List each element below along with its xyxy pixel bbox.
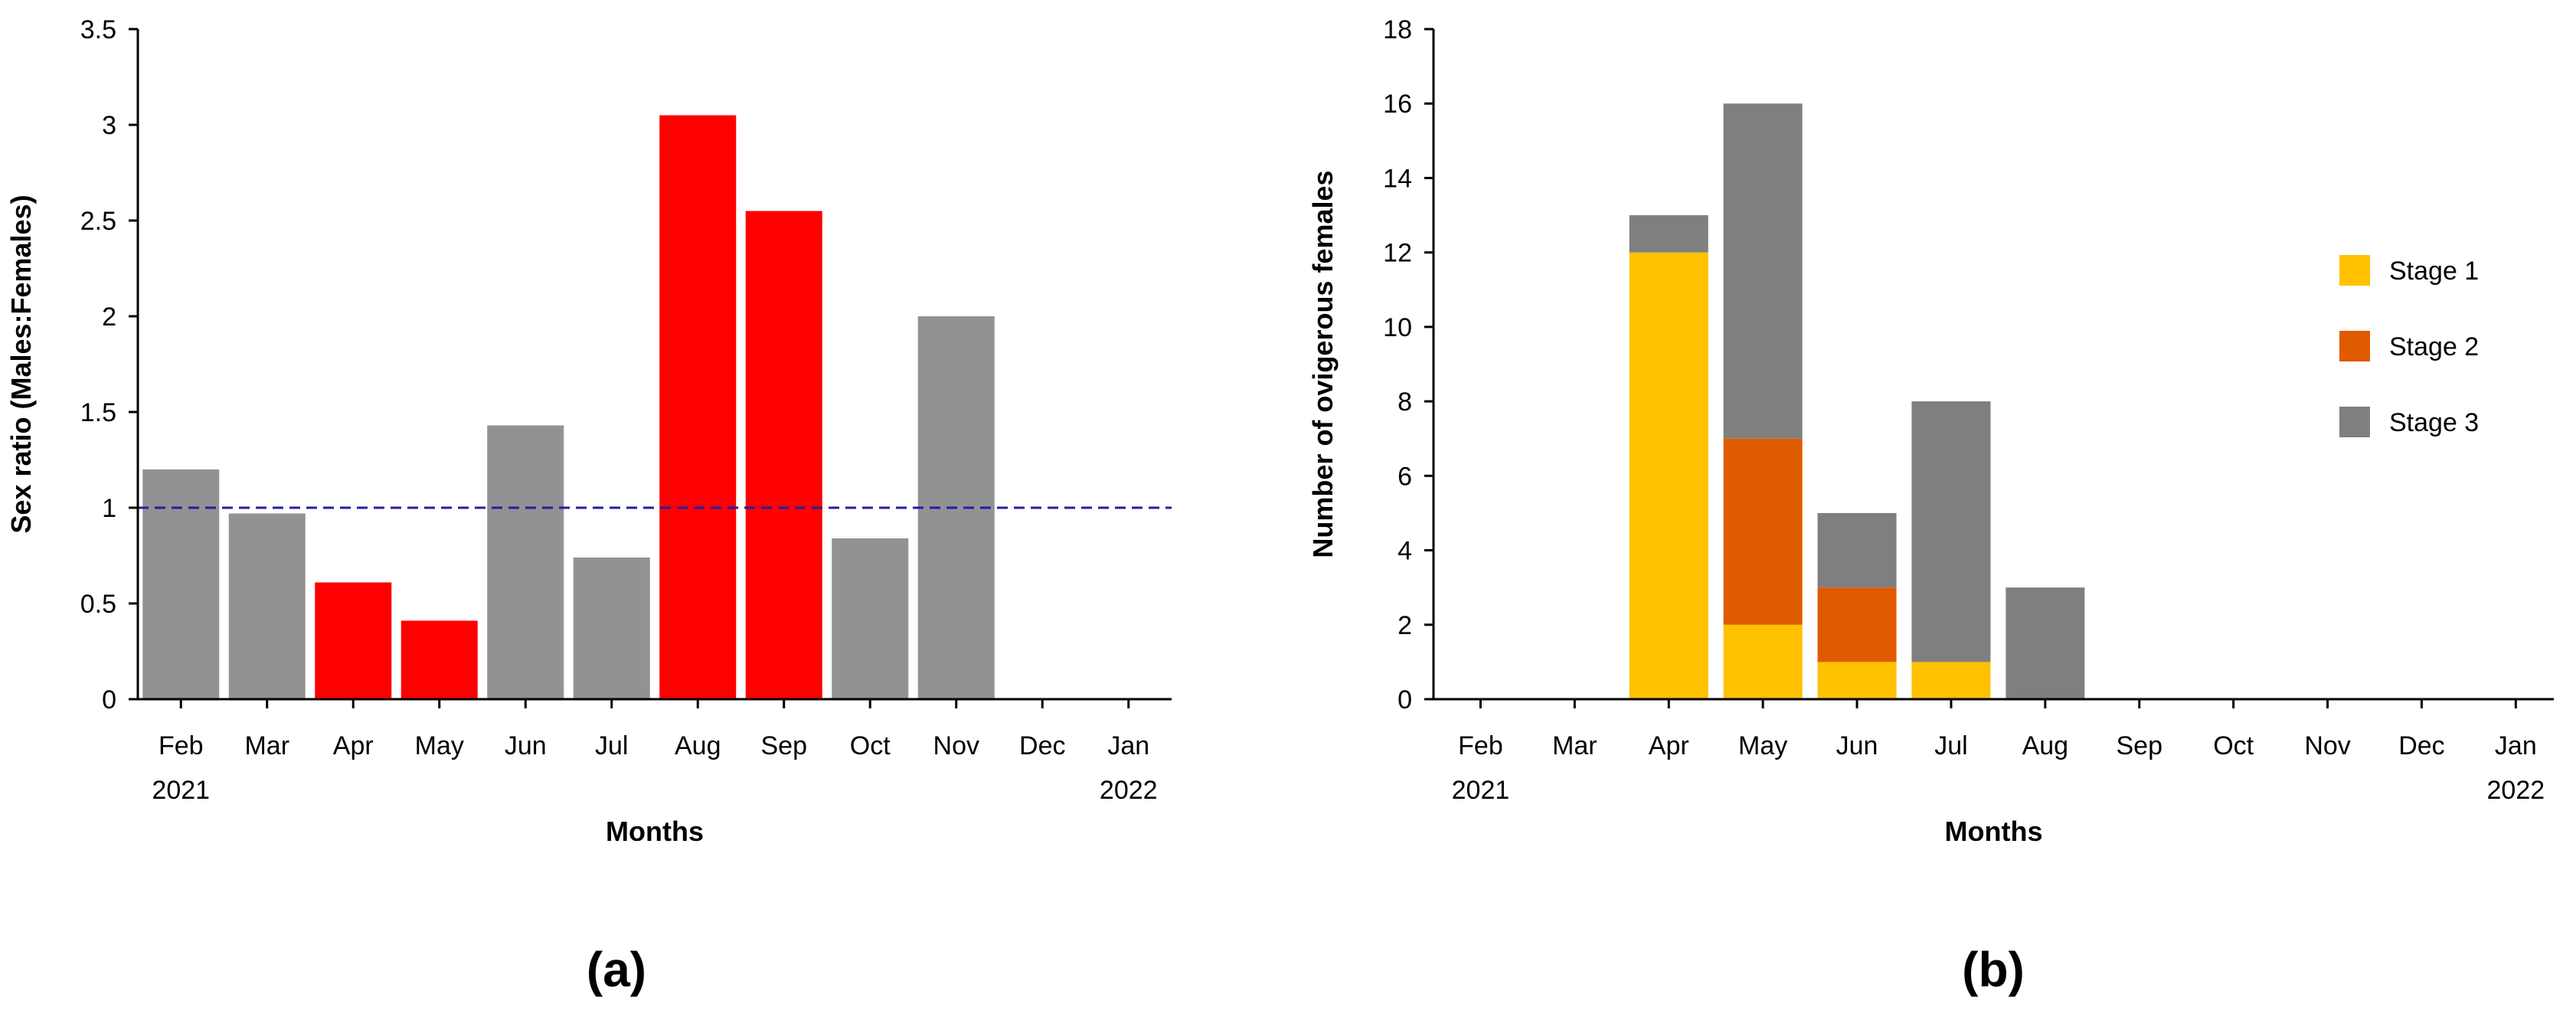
bar-stage-1-jun <box>1817 662 1897 699</box>
y-tick-label: 12 <box>1383 239 1412 268</box>
y-tick-label: 0 <box>1398 685 1412 715</box>
x-tick-label-mar: Mar <box>1552 731 1597 760</box>
y-axis-title: Sex ratio (Males:Females) <box>5 195 37 533</box>
x-tick-label-mar: Mar <box>244 731 289 760</box>
y-tick-label: 14 <box>1383 164 1412 193</box>
x-tick-label-oct: Oct <box>850 731 891 760</box>
bar-apr <box>315 582 392 699</box>
x-tick-label-sep: Sep <box>2117 731 2163 760</box>
panel-b-chart: 0 2 4 6 8 10 12 14 16 18 Feb Mar Apr May Jun Jul Aug Sep O… <box>1307 15 2554 997</box>
y-tick-label: 10 <box>1383 313 1412 342</box>
year-label-start: 2021 <box>1452 776 1510 805</box>
bar-feb <box>142 469 220 699</box>
y-tick-label: 2 <box>102 302 116 332</box>
x-tick-label-feb: Feb <box>1458 731 1503 760</box>
panel-label: (b) <box>1962 942 2025 997</box>
bar-stage-3-aug <box>2006 587 2085 699</box>
x-tick-label-apr: Apr <box>1649 731 1689 760</box>
bar-stage-3-jul <box>1911 401 1991 662</box>
y-tick-label: 3.5 <box>80 15 116 44</box>
y-tick-label: 0 <box>102 685 116 715</box>
year-label-start: 2021 <box>152 776 210 805</box>
bar-mar <box>228 513 306 699</box>
y-tick-label: 2.5 <box>80 207 116 236</box>
legend-label-1: Stage 1 <box>2389 257 2479 286</box>
bar-may <box>400 620 478 699</box>
bar-aug <box>659 115 737 699</box>
y-tick-label: 18 <box>1383 15 1412 44</box>
x-tick-label-nov: Nov <box>2304 731 2350 760</box>
x-tick-label-jun: Jun <box>1836 731 1878 760</box>
x-tick-label-may: May <box>415 731 464 760</box>
x-tick-label-jul: Jul <box>595 731 628 760</box>
y-tick-label: 4 <box>1398 537 1412 566</box>
x-tick-label-jan: Jan <box>2495 731 2537 760</box>
x-tick-label-jul: Jul <box>1934 731 1967 760</box>
bar-stage-3-apr <box>1629 215 1708 253</box>
x-tick-label-feb: Feb <box>159 731 204 760</box>
bar-stage-3-may <box>1723 103 1803 439</box>
panel-a-chart: 0 0.5 1 1.5 2 2.5 3 3.5 Feb Mar Apr May Jun Jul Aug Sep… <box>5 15 1172 997</box>
x-tick-label-oct: Oct <box>2213 731 2254 760</box>
y-tick-label: 3 <box>102 111 116 140</box>
bar-oct <box>832 538 909 699</box>
x-tick-label-jan: Jan <box>1107 731 1149 760</box>
x-tick-label-dec: Dec <box>2398 731 2444 760</box>
x-tick-label-aug: Aug <box>675 731 721 760</box>
bar-stage-1-may <box>1723 624 1803 699</box>
y-tick-label: 1 <box>102 494 116 523</box>
bar-stage-3-jun <box>1817 512 1897 588</box>
y-tick-label: 0.5 <box>80 590 116 619</box>
legend-swatch-1 <box>2339 255 2370 286</box>
x-tick-label-nov: Nov <box>933 731 979 760</box>
legend-swatch-3 <box>2339 407 2370 437</box>
bar-sep <box>745 211 822 699</box>
x-axis-title: Months <box>606 816 704 847</box>
x-tick-label-jun: Jun <box>505 731 547 760</box>
x-tick-label-sep: Sep <box>761 731 808 760</box>
bar-stage-1-apr <box>1629 252 1708 700</box>
y-tick-label: 2 <box>1398 611 1412 640</box>
y-tick-label: 16 <box>1383 90 1412 119</box>
bar-jul <box>573 558 650 699</box>
x-tick-label-dec: Dec <box>1019 731 1065 760</box>
x-tick-label-aug: Aug <box>2022 731 2069 760</box>
x-axis-title: Months <box>1945 816 2043 847</box>
bar-stage-2-may <box>1723 438 1803 625</box>
bar-jun <box>487 425 564 699</box>
legend-label-2: Stage 2 <box>2389 332 2479 361</box>
x-tick-label-apr: Apr <box>333 731 374 760</box>
panel-label: (a) <box>587 942 646 997</box>
y-tick-label: 6 <box>1398 462 1412 491</box>
y-tick-label: 1.5 <box>80 398 116 427</box>
y-tick-label: 8 <box>1398 388 1412 417</box>
x-tick-label-may: May <box>1738 731 1787 760</box>
year-label-end: 2022 <box>2487 776 2545 805</box>
bar-stage-2-jun <box>1817 587 1897 662</box>
legend-label-3: Stage 3 <box>2389 408 2479 437</box>
bar-stage-1-jul <box>1911 662 1991 699</box>
legend-swatch-2 <box>2339 331 2370 361</box>
y-axis-title: Number of ovigerous females <box>1307 170 1339 558</box>
year-label-end: 2022 <box>1100 776 1158 805</box>
